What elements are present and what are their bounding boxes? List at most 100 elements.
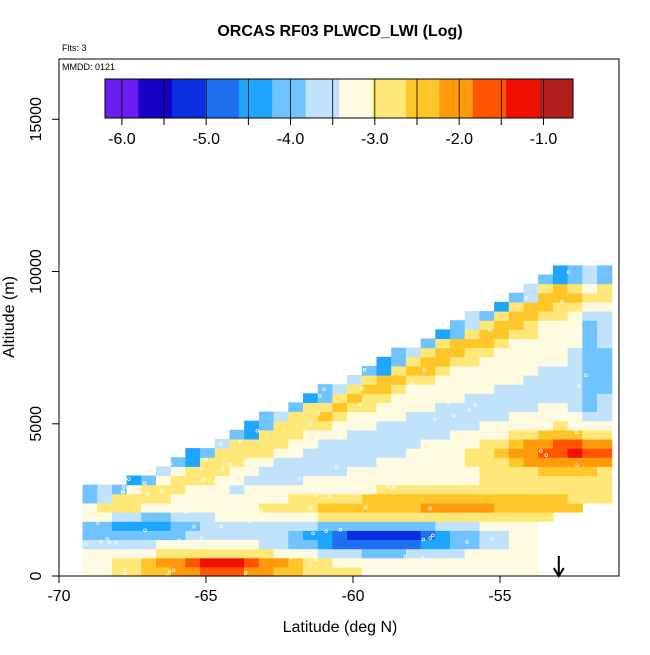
heatmap-cell [405,448,422,458]
heatmap-cell [273,439,289,449]
heatmap-cell [435,338,451,349]
heatmap-cell [303,539,319,550]
sample-point [428,536,432,540]
sample-point [123,567,128,572]
heatmap-cell [214,475,231,486]
heatmap-cell [479,365,495,376]
heatmap-cell [597,439,613,449]
heatmap-cell [450,530,466,540]
sample-point [219,524,223,528]
heatmap-cell [494,557,510,568]
heatmap-cell [170,466,186,477]
heatmap-cell [494,548,510,559]
heatmap-cell [273,539,289,550]
heatmap-cell [508,521,525,531]
heatmap-cell [420,539,436,550]
heatmap-cell [200,502,216,513]
heatmap-cell [552,429,569,440]
heatmap-cell [200,539,216,550]
heatmap-cell [523,356,539,367]
heatmap-cell [538,457,554,467]
heatmap-cell [494,484,510,495]
heatmap-cell [376,530,392,540]
heatmap-cell [464,311,480,321]
heatmap-cell [376,484,392,495]
y-axis-label: Altitude (m) [1,276,18,358]
heatmap-cell [450,539,466,550]
heatmap-cell [317,493,333,504]
heatmap-cell [435,365,451,376]
heatmap-cell [141,512,157,522]
sample-point [160,489,164,493]
heatmap-cell [464,566,480,577]
colorbar-segment [339,79,373,118]
sample-point [420,556,425,560]
heatmap-cell [391,448,407,458]
heatmap-cell [273,530,289,540]
heatmap-cell [347,502,363,513]
heatmap-cell [479,557,495,568]
heatmap-cell [347,393,363,403]
heatmap-cell [111,539,128,550]
heatmap-cell [170,521,186,531]
heatmap-cell [391,365,407,376]
heatmap-cell [376,521,392,531]
sample-point [84,542,88,546]
heatmap-cell [552,338,569,349]
heatmap-cell [303,502,319,513]
heatmap-cell [361,539,378,550]
heatmap-cell [347,539,363,550]
heatmap-cell [244,420,260,431]
heatmap-cell [508,475,525,486]
sample-point [123,572,127,576]
heatmap-cell [332,548,348,559]
sample-point [143,481,147,486]
heatmap-cell [494,384,510,394]
heatmap-cell [303,420,319,431]
sample-point [227,462,232,467]
sample-point [151,550,155,555]
heatmap-cell [405,502,422,513]
heatmap-cell [376,411,392,422]
heatmap-cell [288,439,304,449]
heatmap-cell [597,274,613,285]
sample-point [451,413,456,417]
heatmap-cell [156,466,172,477]
heatmap-cell [170,557,186,568]
heatmap-cell [111,521,128,531]
heatmap-cell [288,475,304,486]
heatmap-cell [538,356,554,367]
heatmap-cell [479,420,495,431]
heatmap-cell [361,521,378,531]
heatmap-cell [523,411,539,422]
heatmap-cell [391,347,407,358]
chart-title: ORCAS RF03 PLWCD_LWI (Log) [217,23,462,40]
heatmap-cell [597,311,613,321]
heatmap-cell [361,475,378,486]
heatmap-cell [582,320,598,330]
heatmap-cell [464,493,480,504]
sample-point [143,528,147,532]
heatmap-cell [317,429,333,440]
heatmap-cell [523,375,539,385]
heatmap-cell [376,539,392,550]
heatmap-cell [567,265,583,276]
heatmap-cell [391,466,407,477]
heatmap-cell [258,521,275,531]
heatmap-cell [185,475,201,486]
heatmap-cell [229,439,245,449]
sample-point [204,458,208,462]
sample-point [544,453,549,457]
heatmap-cell [229,448,245,458]
heatmap-cell [450,347,466,358]
heatmap-cell [332,457,348,467]
sample-point [575,430,579,434]
heatmap-cell [347,439,363,449]
x-tick-label: -55 [488,588,511,605]
heatmap-cell [97,539,113,550]
heatmap-cell [479,521,495,531]
heatmap-cell [523,548,539,559]
heatmap-cell [508,393,525,403]
heatmap-cell [244,548,260,559]
heatmap-cell [552,411,569,422]
